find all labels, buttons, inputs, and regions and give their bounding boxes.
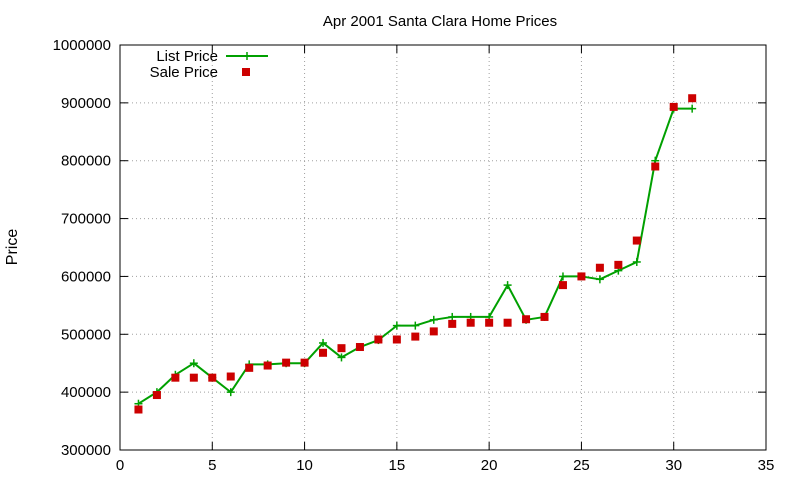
- legend-plus-marker: [243, 52, 251, 60]
- legend-label-list-price: List Price: [156, 48, 218, 65]
- y-axis-title: Price: [4, 229, 21, 266]
- legend-square-marker: [242, 68, 250, 76]
- y-tick-label: 800000: [61, 153, 111, 170]
- list-price-point: [392, 321, 401, 330]
- list-price-point: [448, 312, 457, 321]
- sale-price-point: [411, 332, 420, 341]
- list-price-point: [429, 315, 438, 324]
- list-price-point: [595, 275, 604, 284]
- sale-price-point: [337, 344, 346, 353]
- list-price-point: [411, 321, 420, 330]
- axis-ticks: 300000 400000 500000 600000 700000 800000 9000…: [53, 37, 775, 474]
- x-tick-label: 35: [758, 457, 775, 474]
- sale-price-point: [540, 312, 549, 321]
- series-sale-price: [134, 94, 697, 414]
- sale-price-point: [485, 318, 494, 327]
- sale-price-point: [245, 363, 254, 372]
- sale-price-point: [429, 327, 438, 336]
- sale-price-point: [319, 348, 328, 357]
- sale-price-point: [300, 358, 309, 367]
- legend-sample-sale-price: [242, 68, 250, 76]
- list-price-point: [189, 359, 198, 368]
- y-tick-label: 700000: [61, 211, 111, 228]
- y-tick-label: 400000: [61, 384, 111, 401]
- list-price-point: [503, 281, 512, 290]
- y-tick-label: 900000: [61, 95, 111, 112]
- sale-price-point: [522, 315, 531, 324]
- y-tick-label: 500000: [61, 326, 111, 343]
- sale-price-point: [448, 319, 457, 328]
- sale-price-point: [688, 94, 697, 103]
- sale-price-point: [614, 260, 623, 269]
- series-list-price: [134, 104, 697, 408]
- list-price-point: [319, 338, 328, 347]
- sale-price-point: [595, 263, 604, 272]
- sale-price-point: [669, 102, 678, 111]
- x-tick-label: 10: [296, 457, 313, 474]
- x-tick-label: 20: [481, 457, 498, 474]
- sale-price-point: [208, 373, 217, 382]
- sale-price-point: [171, 373, 180, 382]
- sale-price-point: [374, 335, 383, 344]
- legend: List Price Sale Price: [150, 48, 268, 81]
- sale-price-point: [577, 272, 586, 281]
- sale-price-point: [466, 318, 475, 327]
- list-price-point: [632, 257, 641, 266]
- series-layer: [134, 94, 697, 414]
- list-price-line: [137, 107, 693, 405]
- y-tick-label: 1000000: [53, 37, 111, 54]
- plot-frame: [119, 44, 767, 451]
- list-price-point: [337, 353, 346, 362]
- x-tick-label: 30: [665, 457, 682, 474]
- x-tick-label: 0: [116, 457, 124, 474]
- x-tick-label: 25: [573, 457, 590, 474]
- sale-price-point: [503, 318, 512, 327]
- sale-price-point: [355, 343, 364, 352]
- sale-price-point: [558, 281, 567, 290]
- sale-price-point: [263, 361, 272, 370]
- chart-title: Apr 2001 Santa Clara Home Prices: [323, 13, 557, 30]
- x-tick-label: 15: [389, 457, 406, 474]
- sale-price-point: [282, 358, 291, 367]
- y-tick-label: 600000: [61, 268, 111, 285]
- legend-label-sale-price: Sale Price: [150, 64, 218, 81]
- list-price-point: [226, 388, 235, 397]
- sale-price-point: [651, 162, 660, 171]
- y-tick-label: 300000: [61, 442, 111, 459]
- sale-price-point: [392, 335, 401, 344]
- sale-price-point: [632, 236, 641, 245]
- legend-sample-list-price: [226, 52, 268, 60]
- x-tick-label: 5: [208, 457, 216, 474]
- sale-price-point: [226, 372, 235, 381]
- list-price-point: [558, 272, 567, 281]
- grid-lines: [120, 45, 766, 450]
- sale-price-point: [152, 391, 161, 400]
- sale-price-point: [189, 373, 198, 382]
- sale-price-point: [134, 405, 143, 414]
- list-price-point: [688, 104, 697, 113]
